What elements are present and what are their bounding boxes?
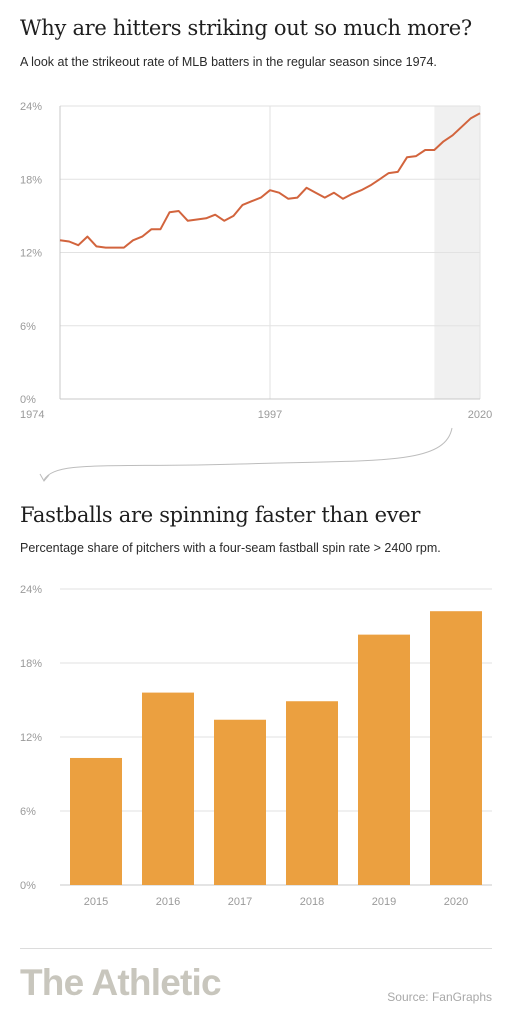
line-chart-y-ticks: 0% 6% 12% 18% 24%	[20, 101, 42, 406]
line-chart-series	[59, 112, 481, 249]
bar-chart-y-ticks: 0% 6% 12% 18% 24%	[20, 584, 42, 892]
y-tick-label: 6%	[20, 321, 36, 333]
x-tick-label: 2015	[84, 896, 108, 908]
bar-2015	[70, 757, 122, 885]
x-tick-label: 2018	[300, 896, 324, 908]
spin-bar-chart: 0% 6% 12% 18% 24% 2015 2016 2017 2018 2019 2020	[20, 584, 492, 908]
x-tick-label: 1974	[20, 409, 44, 421]
bar-2019	[358, 634, 410, 885]
strikeout-rate-line	[59, 112, 481, 249]
bar-2016	[142, 692, 194, 885]
strikeout-chart-subtitle: A look at the strikeout rate of MLB batt…	[20, 55, 437, 69]
bar-2018	[286, 701, 338, 885]
bar-2017	[214, 719, 266, 885]
y-tick-label: 18%	[20, 174, 42, 186]
footer-divider	[20, 948, 492, 949]
bar-chart-bars	[70, 611, 482, 885]
y-tick-label: 18%	[20, 658, 42, 670]
bar-chart-gridlines	[60, 588, 492, 886]
bar-2020	[430, 611, 482, 885]
line-chart-x-ticks: 1974 1997 2020	[20, 409, 492, 421]
y-tick-label: 0%	[20, 880, 36, 892]
spin-chart-subtitle: Percentage share of pitchers with a four…	[20, 541, 441, 555]
connector-arrowhead-icon	[39, 473, 50, 482]
x-tick-label: 2020	[444, 896, 468, 908]
strikeout-line-chart: 0% 6% 12% 18% 24% 1974 1997 2020	[20, 101, 492, 421]
y-tick-label: 0%	[20, 394, 36, 406]
x-tick-label: 2020	[468, 409, 492, 421]
y-tick-label: 24%	[20, 584, 42, 596]
brand-logo: The Athletic	[20, 962, 222, 1003]
source-credit: Source: FanGraphs	[387, 990, 492, 1004]
x-tick-label: 2019	[372, 896, 396, 908]
line-chart-gridlines	[59, 105, 481, 400]
strikeout-chart-title: Why are hitters striking out so much mor…	[20, 16, 472, 40]
connector-curve	[43, 427, 453, 481]
x-tick-label: 2017	[228, 896, 252, 908]
x-tick-label: 2016	[156, 896, 180, 908]
y-tick-label: 12%	[20, 248, 42, 260]
x-tick-label: 1997	[258, 409, 282, 421]
connector-arrow	[39, 427, 453, 482]
y-tick-label: 12%	[20, 732, 42, 744]
y-tick-label: 24%	[20, 101, 42, 113]
y-tick-label: 6%	[20, 806, 36, 818]
spin-chart-title: Fastballs are spinning faster than ever	[20, 503, 421, 527]
bar-chart-x-ticks: 2015 2016 2017 2018 2019 2020	[84, 896, 468, 908]
